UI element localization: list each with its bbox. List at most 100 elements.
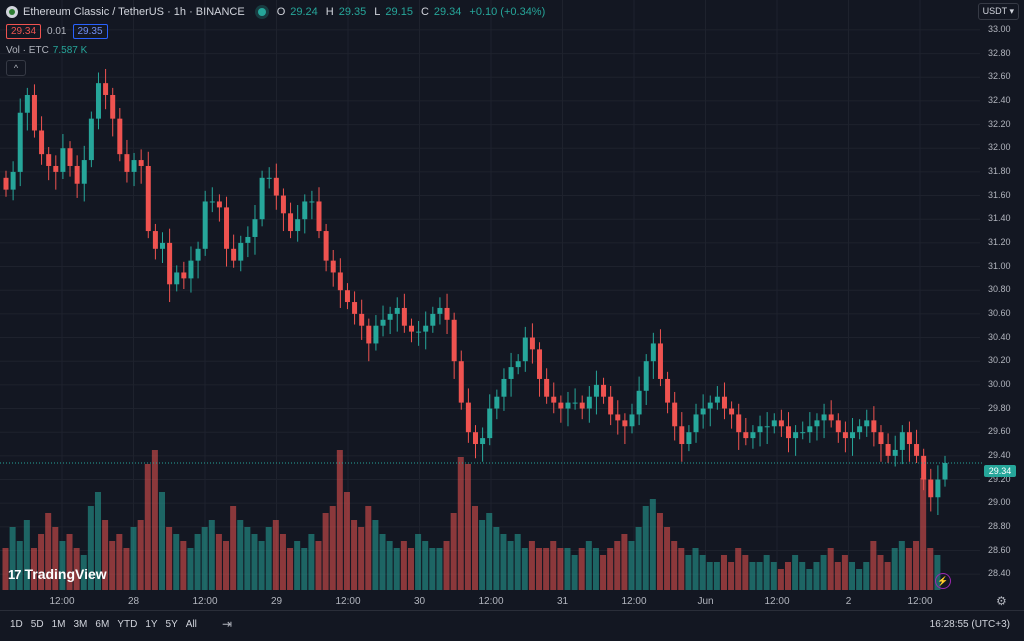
range-button-3m[interactable]: 3M	[73, 619, 88, 630]
candle-body	[17, 112, 23, 172]
volume-bar	[507, 541, 514, 590]
candle-body	[437, 307, 443, 314]
volume-bar	[521, 548, 528, 590]
volume-bar	[272, 520, 279, 590]
clock[interactable]: 16:28:55 (UTC+3)	[929, 619, 1010, 630]
settings-icon[interactable]: ⚙	[996, 594, 1007, 608]
price-tick-label: 32.40	[988, 94, 1011, 105]
currency-button[interactable]: USDT ▾	[977, 3, 1019, 20]
time-tick-label: 29	[270, 596, 283, 607]
volume-bar	[450, 513, 457, 590]
volume-bar	[813, 562, 820, 590]
volume-bar	[528, 541, 535, 590]
range-button-1m[interactable]: 1M	[51, 619, 66, 630]
candle-body	[380, 319, 386, 326]
volume-bar	[223, 541, 230, 590]
candle-body	[401, 307, 407, 326]
candle-body	[366, 325, 372, 344]
candle-body	[316, 201, 322, 232]
tradingview-mark-icon: 17	[8, 566, 22, 582]
volume-bar	[66, 534, 73, 590]
candle-body	[359, 313, 365, 326]
candle-body	[480, 438, 486, 445]
candle-body	[309, 201, 315, 203]
time-tick-label: 12:00	[907, 596, 933, 607]
candle-body	[31, 94, 37, 131]
change-value: +0.10 (+0.34%)	[469, 6, 546, 18]
range-button-6m[interactable]: 6M	[95, 619, 110, 630]
range-button-1d[interactable]: 1D	[10, 619, 23, 630]
candle-body	[885, 444, 891, 456]
volume-bar	[785, 562, 791, 590]
time-tick-label: 12:00	[478, 596, 504, 607]
volume-bar	[244, 527, 251, 590]
range-button-all[interactable]: All	[185, 619, 197, 630]
volume-bar	[287, 548, 294, 590]
volume-bar	[678, 548, 685, 590]
range-button-1y[interactable]: 1Y	[145, 619, 158, 630]
volume-bar	[656, 513, 663, 590]
volume-bar	[294, 541, 301, 590]
collapse-legend-button[interactable]: ^	[6, 60, 26, 76]
range-button-5d[interactable]: 5D	[30, 619, 44, 630]
price-tick-label: 31.40	[988, 213, 1011, 224]
high-key: H	[325, 6, 334, 18]
candle-body	[188, 260, 194, 279]
candle-body	[295, 219, 301, 232]
range-button-ytd[interactable]: YTD	[117, 619, 138, 630]
candle-body	[352, 302, 358, 314]
candle-body	[558, 402, 564, 409]
volume-bar	[265, 527, 272, 590]
volume-bar	[322, 513, 329, 590]
candle-body	[700, 408, 706, 415]
volume-bar	[9, 527, 16, 590]
range-button-5y[interactable]: 5Y	[165, 619, 178, 630]
candle-body	[39, 130, 45, 155]
candle-body	[928, 479, 934, 498]
candle-body	[629, 414, 635, 427]
volume-bar	[87, 506, 94, 590]
volume-bar	[692, 548, 699, 590]
volume-bar	[279, 534, 286, 590]
candle-body	[238, 242, 244, 261]
price-tick-label: 30.20	[988, 355, 1011, 366]
price-tick-label: 31.80	[988, 165, 1011, 176]
volume-bar	[905, 548, 912, 590]
buy-price-button[interactable]: 29.35	[72, 24, 108, 39]
candle-body	[778, 420, 784, 427]
volume-bar	[913, 541, 920, 590]
volume-bar	[173, 534, 180, 590]
volume-bar	[144, 464, 151, 590]
low-value: 29.15	[385, 6, 413, 18]
calendar-range-icon[interactable]: ⇥	[222, 617, 233, 631]
candle-body	[330, 260, 336, 273]
volume-bar	[336, 450, 343, 590]
candle-body	[657, 343, 663, 379]
lightning-icon[interactable]: ⚡	[935, 573, 951, 589]
volume-bar	[898, 541, 905, 590]
symbol-title[interactable]: Ethereum Classic / TetherUS · 1h · BINAN…	[23, 6, 245, 18]
candle-body	[167, 242, 173, 285]
candle-body	[117, 118, 123, 155]
price-tick-label: 30.80	[988, 284, 1011, 295]
volume-bar	[159, 492, 165, 590]
volume-bar	[436, 548, 443, 590]
price-tick-label: 29.40	[988, 449, 1011, 460]
candle-body	[878, 432, 884, 445]
time-tick-label: 12:00	[335, 596, 361, 607]
candle-body	[501, 378, 507, 397]
volume-bar	[151, 450, 158, 590]
bottom-toolbar: 1D 5D 1M 3M 6M YTD 1Y 5Y All ⇥ 16:28:55 (UTC+3)	[0, 610, 1024, 641]
candle-body	[202, 201, 208, 249]
candle-body	[935, 479, 941, 498]
volume-bar	[343, 492, 350, 590]
volume-bar	[514, 534, 521, 590]
volume-bar	[365, 506, 372, 590]
sell-price-button[interactable]: 29.34	[6, 24, 42, 39]
volume-bar	[315, 541, 322, 590]
candle-body	[828, 414, 834, 421]
price-chart[interactable]	[0, 0, 1024, 610]
volume-bar	[834, 562, 841, 590]
candle-body	[764, 426, 770, 428]
candle-body	[181, 272, 187, 279]
